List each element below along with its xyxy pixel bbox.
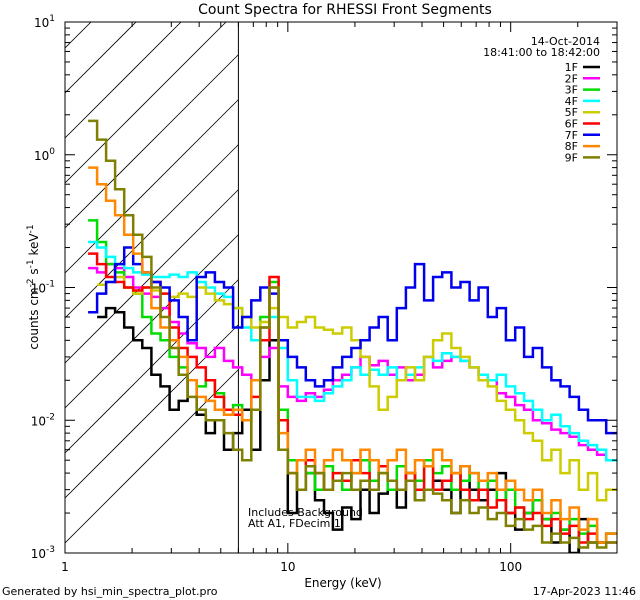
annotation-background: Includes Background: [248, 506, 363, 519]
legend-label: 4F: [565, 95, 578, 108]
legend-label: 1F: [565, 61, 578, 74]
hatch-line: [65, 22, 137, 94]
series-line-4f: [88, 240, 617, 462]
hatch-line: [65, 324, 239, 499]
series-layer: [88, 119, 617, 553]
legend-label: 7F: [565, 129, 578, 142]
y-tick-label: 101: [34, 14, 55, 30]
y-tick-label: 10-3: [31, 545, 55, 561]
x-tick-labels: 1 10 100: [61, 560, 522, 574]
annotation-attenuator: Att A1, FDecim 1: [248, 517, 341, 530]
chart-title: Count Spectra for RHESSI Front Segments: [198, 2, 492, 18]
legend-label: 3F: [565, 84, 578, 97]
x-tick-label: 10: [280, 560, 295, 574]
hatch-line: [65, 54, 239, 229]
footer-generated-by: Generated by hsi_min_spectra_plot.pro: [2, 585, 218, 598]
legend-label: 6F: [565, 118, 578, 131]
y-tick-label: 10-2: [31, 412, 55, 428]
hatch-line: [65, 22, 227, 184]
legend-label: 2F: [565, 72, 578, 85]
date-label: 14-Oct-2014: [531, 35, 600, 48]
y-tick-label: 100: [34, 147, 55, 163]
axis-ticks: [64, 21, 618, 554]
legend-label: 9F: [565, 151, 578, 164]
hatch-line: [65, 144, 239, 319]
hatch-line: [65, 99, 239, 274]
x-axis-label: Energy (keV): [304, 576, 381, 590]
legend-label: 5F: [565, 106, 578, 119]
time-range-label: 18:41:00 to 18:42:00: [483, 46, 600, 59]
y-axis-label: counts cm-2 s-1 keV-1: [26, 224, 41, 349]
hatch-line: [65, 22, 182, 139]
legend-label: 8F: [565, 140, 578, 153]
series-line-7f: [88, 246, 617, 435]
x-tick-label: 100: [499, 560, 522, 574]
series-line-9f: [88, 119, 617, 549]
y-tick-label: 10-1: [31, 280, 55, 296]
y-tick-labels: 10-3 10-2 10-1 100 101: [31, 14, 56, 561]
hatch-line: [65, 369, 239, 544]
x-tick-label: 1: [61, 560, 69, 574]
footer-timestamp: 17-Apr-2023 11:46: [533, 585, 636, 598]
